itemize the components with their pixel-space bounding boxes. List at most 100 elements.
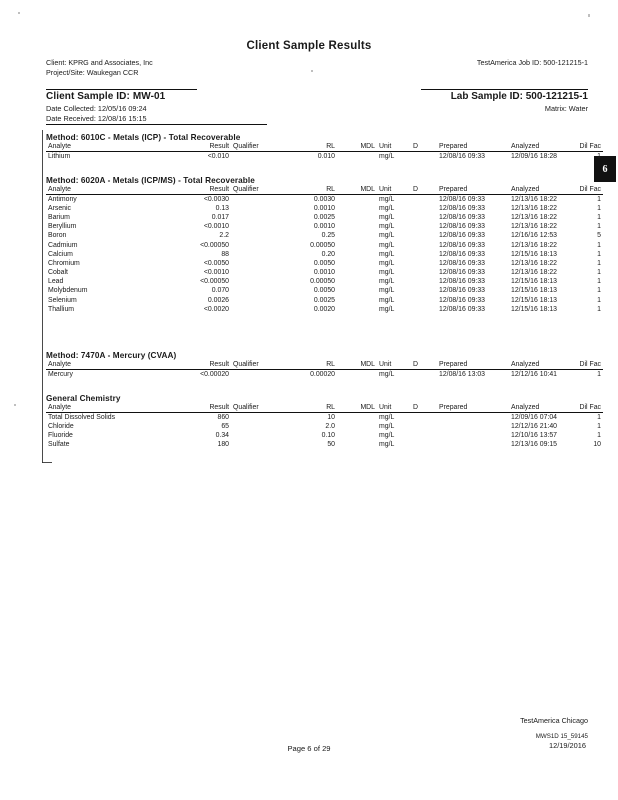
- scan-speckle: [18, 12, 20, 14]
- cell-analyte: Cobalt: [48, 269, 68, 277]
- cell-mdl: [337, 213, 377, 222]
- cell-mdl: [337, 194, 377, 204]
- cell-prepared: 12/08/16 09:33: [439, 269, 485, 277]
- cell-mdl: [337, 296, 377, 305]
- cell-result: <0.0010: [203, 223, 229, 231]
- cell-d: [411, 412, 437, 422]
- cell-dilfac: 1: [597, 250, 601, 258]
- cell-dilfac: 1: [597, 422, 601, 430]
- table-row: Calcium 88 0.20 mg/L 12/08/16 09:33 12/15/16 …: [46, 250, 603, 259]
- col-result: Result: [171, 143, 231, 152]
- table-row: Molybdenum 0.070 0.0050 mg/L 12/08/16 09:33 1…: [46, 286, 603, 295]
- cell-qualifier: [231, 151, 279, 161]
- cell-analyte: Chromium: [48, 259, 80, 267]
- cell-result: 2.2: [219, 232, 229, 240]
- cell-analyzed: 12/13/16 18:22: [511, 204, 557, 212]
- cell-analyte: Lead: [48, 278, 64, 286]
- cell-prepared: 12/08/16 09:33: [439, 152, 485, 160]
- cell-unit: mg/L: [379, 413, 395, 421]
- cell-analyte: Total Dissolved Solids: [48, 413, 116, 421]
- cell-prepared: 12/08/16 09:33: [439, 241, 485, 249]
- cell-qualifier: [231, 431, 279, 440]
- cell-d: [411, 431, 437, 440]
- cell-prepared: 12/08/16 09:33: [439, 278, 485, 286]
- col-qualifier: Qualifier: [231, 143, 279, 152]
- col-analyzed: Analyzed: [509, 143, 575, 152]
- cell-rl: 0.00020: [310, 370, 335, 378]
- cell-unit: mg/L: [379, 422, 395, 430]
- table-row: Chloride 65 2.0 mg/L 12/12/16 21:40 1: [46, 422, 603, 431]
- cell-mdl: [337, 240, 377, 249]
- cell-qualifier: [231, 231, 279, 240]
- col-mdl: MDL: [337, 143, 377, 152]
- cell-rl: 0.10: [321, 431, 335, 439]
- cell-mdl: [337, 259, 377, 268]
- cell-dilfac: 1: [597, 296, 601, 304]
- cell-result: <0.0010: [203, 269, 229, 277]
- col-qualifier: Qualifier: [231, 361, 279, 370]
- report-date: 12/19/2016: [549, 741, 586, 750]
- cell-analyte: Fluoride: [48, 431, 73, 439]
- cell-rl: 0.0010: [313, 204, 335, 212]
- cell-d: [411, 213, 437, 222]
- cell-d: [411, 369, 437, 379]
- cell-rl: 0.0025: [313, 296, 335, 304]
- cell-result: 860: [217, 413, 230, 421]
- result-section: Method: 6020A - Metals (ICP/MS) - Total …: [46, 176, 603, 314]
- cell-dilfac: 1: [597, 223, 601, 231]
- scan-speckle: [311, 70, 313, 72]
- section-1-body: Antimony <0.0030 0.0030 mg/L 12/08/16 09:33 1…: [46, 194, 603, 314]
- cell-unit: mg/L: [379, 296, 395, 304]
- cell-result: 65: [221, 422, 229, 430]
- client-name: Client: KPRG and Associates, Inc: [46, 58, 153, 67]
- cell-unit: mg/L: [379, 259, 395, 267]
- cell-unit: mg/L: [379, 269, 395, 277]
- cell-d: [411, 151, 437, 161]
- cell-d: [411, 286, 437, 295]
- cell-analyte: Molybdenum: [48, 287, 88, 295]
- cell-rl: 2.0: [325, 422, 335, 430]
- cell-qualifier: [231, 259, 279, 268]
- cell-prepared: [437, 431, 509, 440]
- cell-result: <0.00020: [200, 370, 229, 378]
- cell-dilfac: 1: [597, 241, 601, 249]
- cell-analyte: Mercury: [48, 370, 73, 378]
- table-row: Cadmium <0.00050 0.00050 mg/L 12/08/16 09:33…: [46, 240, 603, 249]
- cell-rl: 0.0010: [313, 269, 335, 277]
- cell-analyzed: 12/13/16 18:22: [511, 259, 557, 267]
- table-row: Sulfate 180 50 mg/L 12/13/16 09:15 10: [46, 440, 603, 449]
- col-d: D: [411, 361, 437, 370]
- section-2-body: Mercury <0.00020 0.00020 mg/L 12/08/16 13:03…: [46, 369, 603, 379]
- table-row: Selenium 0.0026 0.0025 mg/L 12/08/16 09:33 12…: [46, 296, 603, 305]
- cell-dilfac: 1: [597, 305, 601, 313]
- cell-prepared: 12/08/16 09:33: [439, 195, 485, 203]
- cell-analyzed: 12/15/16 18:13: [511, 250, 557, 258]
- col-unit: Unit: [377, 404, 411, 413]
- cell-mdl: [337, 204, 377, 213]
- cell-rl: 0.00050: [310, 278, 335, 286]
- col-analyte: Analyte: [46, 361, 171, 370]
- cell-prepared: 12/08/16 09:33: [439, 223, 485, 231]
- cell-qualifier: [231, 204, 279, 213]
- cell-analyte: Chloride: [48, 422, 74, 430]
- table-row: Boron 2.2 0.25 mg/L 12/08/16 09:33 12/16/16 1…: [46, 231, 603, 240]
- page-number: Page 6 of 29: [287, 744, 331, 753]
- cell-rl: 0.0050: [313, 287, 335, 295]
- page-tab-marker: 6: [594, 156, 616, 182]
- cell-analyte: Beryllium: [48, 223, 77, 231]
- col-mdl: MDL: [337, 186, 377, 195]
- cell-analyzed: 12/12/16 10:41: [511, 370, 557, 378]
- table-header-row: Analyte Result Qualifier RL MDL Unit D P…: [46, 143, 603, 152]
- col-dilfac: Dil Fac: [575, 404, 603, 413]
- col-d: D: [411, 404, 437, 413]
- cell-analyte: Boron: [48, 232, 67, 240]
- col-qualifier: Qualifier: [231, 404, 279, 413]
- result-section: Method: 6010C - Metals (ICP) - Total Rec…: [46, 133, 603, 161]
- cell-analyzed: 12/09/16 18:28: [511, 152, 557, 160]
- cell-unit: mg/L: [379, 441, 395, 449]
- table-header-row: Analyte Result Qualifier RL MDL Unit D P…: [46, 404, 603, 413]
- table-row: Fluoride 0.34 0.10 mg/L 12/10/16 13:57 1: [46, 431, 603, 440]
- cell-analyzed: 12/15/16 18:13: [511, 287, 557, 295]
- results-table: Analyte Result Qualifier RL MDL Unit D P…: [46, 361, 603, 379]
- cell-dilfac: 1: [597, 259, 601, 267]
